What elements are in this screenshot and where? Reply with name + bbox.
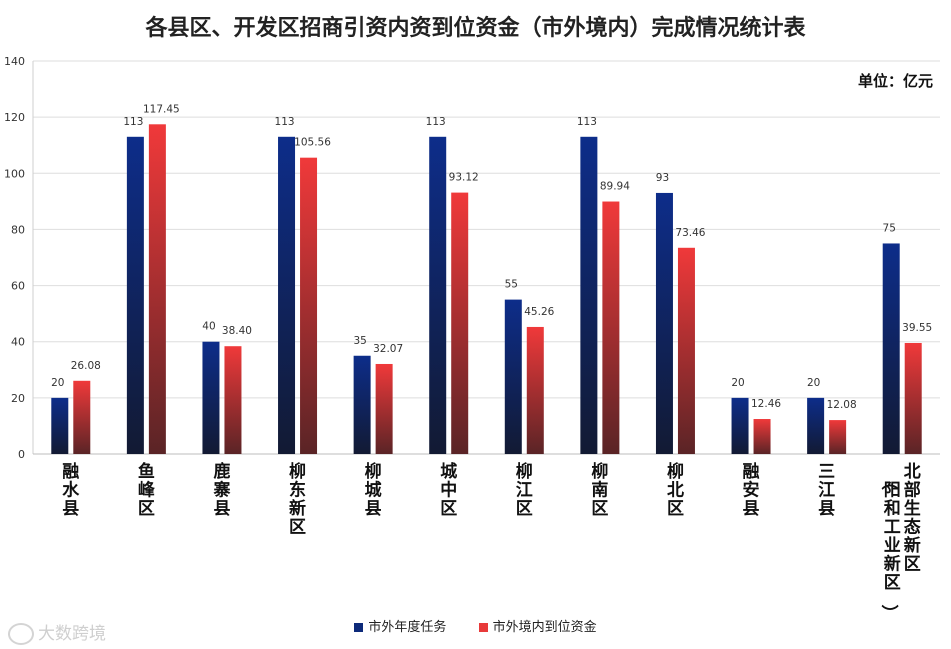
data-label-funds: 105.56: [294, 137, 331, 149]
data-label-funds: 73.46: [675, 227, 705, 239]
data-label-funds: 32.07: [373, 343, 403, 355]
data-label-funds: 12.46: [751, 398, 781, 410]
x-tick-label: 融水县: [62, 462, 80, 519]
data-label-funds: 38.40: [222, 325, 252, 337]
bar-funds: [829, 420, 847, 454]
data-label-task: 20: [731, 377, 744, 389]
unit-label: 单位：亿元: [857, 72, 933, 90]
bar-task: [882, 243, 900, 454]
x-tick-label: 柳北区: [667, 461, 684, 519]
legend-label-funds: 市外境内到位资金: [492, 620, 597, 635]
bar-funds: [677, 247, 695, 454]
data-label-task: 93: [656, 172, 669, 184]
data-label-funds: 45.26: [524, 306, 554, 318]
data-label-task: 113: [577, 116, 597, 128]
legend-item-funds: 市外境内到位资金: [478, 616, 597, 635]
legend-label-task: 市外年度任务: [368, 620, 447, 635]
watermark: 大数跨境: [8, 619, 106, 645]
data-label-task: 113: [123, 116, 143, 128]
bar-funds: [224, 346, 242, 454]
x-tick-label: 鹿寨县: [212, 461, 230, 519]
bar-funds: [73, 380, 91, 454]
y-tick-label: 0: [18, 448, 25, 461]
data-label-funds: 117.45: [143, 103, 180, 115]
x-tick-label: 柳东新区: [289, 461, 306, 538]
bar-task: [807, 397, 825, 454]
watermark-text: 大数跨境: [38, 624, 106, 644]
data-label-task: 55: [505, 279, 518, 291]
y-tick-label: 140: [4, 55, 25, 68]
bar-task: [429, 136, 447, 455]
data-label-task: 40: [202, 321, 215, 333]
y-tick-label: 120: [4, 111, 25, 124]
data-label-task: 35: [353, 335, 366, 347]
data-label-funds: 12.08: [827, 399, 857, 411]
data-label-funds: 26.08: [71, 360, 101, 372]
legend-item-task: 市外年度任务: [354, 616, 446, 635]
bar-task: [51, 397, 69, 454]
bar-task: [278, 136, 296, 455]
x-tick-label: 融安县: [743, 462, 760, 519]
legend-swatch-funds: [478, 623, 488, 632]
bar-task: [126, 136, 144, 455]
bar-task: [580, 136, 598, 455]
y-tick-label: 100: [4, 167, 25, 180]
x-tick-label: 北部生态新区（阳和工业新区）: [879, 462, 921, 622]
bar-funds: [300, 157, 318, 455]
x-tick-label: 城中区: [440, 462, 457, 519]
bar-funds: [602, 201, 620, 454]
x-tick-label: 鱼峰区: [138, 461, 156, 519]
data-label-task: 113: [426, 116, 446, 128]
bar-task: [731, 397, 749, 454]
legend-swatch-task: [354, 623, 364, 632]
bar-funds: [753, 419, 771, 454]
bar-funds: [451, 192, 469, 454]
y-tick-label: 20: [11, 392, 25, 405]
x-tick-label: 柳南区: [591, 461, 608, 519]
x-tick-label: 三江县: [818, 462, 835, 519]
bar-task: [655, 192, 673, 454]
bar-task: [504, 299, 522, 454]
y-tick-label: 60: [11, 280, 25, 293]
data-label-task: 20: [807, 377, 820, 389]
legend: 市外年度任务 市外境内到位资金: [0, 616, 951, 635]
y-tick-label: 80: [11, 223, 25, 236]
bar-funds: [148, 124, 166, 454]
data-label-funds: 39.55: [902, 322, 932, 334]
data-label-task: 20: [51, 377, 64, 389]
bar-task: [202, 341, 220, 454]
data-label-funds: 89.94: [600, 181, 630, 193]
watermark-logo-icon: [8, 623, 34, 645]
bar-funds: [375, 363, 393, 454]
y-tick-label: 40: [11, 336, 25, 349]
x-tick-label: 柳城县: [365, 461, 382, 519]
chart-title: 各县区、开发区招商引资内资到位资金（市外境内）完成情况统计表: [145, 16, 806, 41]
data-label-task: 113: [275, 116, 295, 128]
data-label-task: 75: [883, 222, 896, 234]
bar-funds: [904, 342, 922, 454]
x-tick-label: 柳江区: [516, 461, 533, 519]
bar-funds: [526, 326, 544, 454]
bar-task: [353, 355, 371, 454]
data-label-funds: 93.12: [449, 172, 479, 184]
